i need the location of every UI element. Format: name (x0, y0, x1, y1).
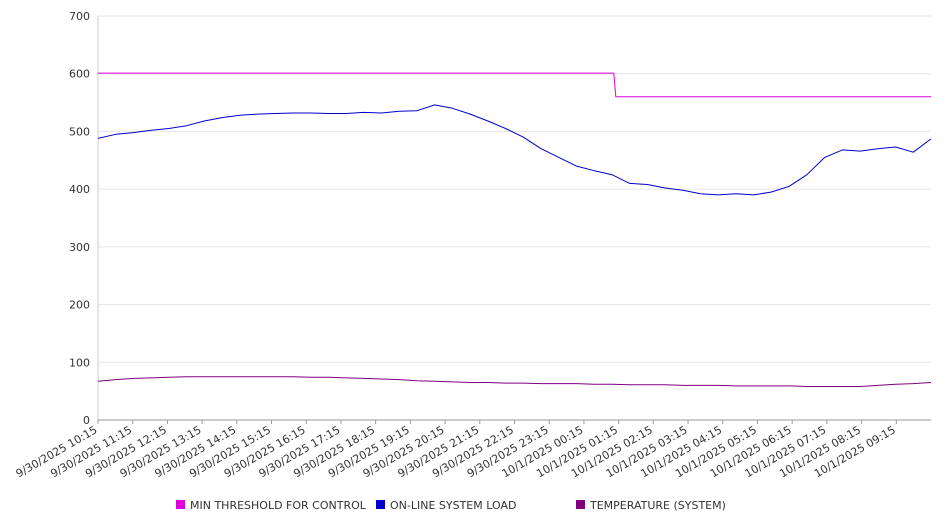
y-tick-label: 0 (83, 414, 90, 427)
y-axis: 0 100 200 300 400 500 600 700 (69, 10, 99, 427)
series-line-temperature-system (97, 376, 932, 387)
y-tick-label: 100 (69, 356, 90, 369)
legend-label-temperature-system: TEMPERATURE (SYSTEM) (589, 499, 726, 512)
y-tick-label: 400 (69, 183, 90, 196)
y-tick-label: 500 (69, 125, 90, 138)
legend: MIN THRESHOLD FOR CONTROL ON-LINE SYSTEM … (176, 499, 726, 512)
y-tick-label: 200 (69, 299, 90, 312)
series-line-min-threshold-for-control (98, 72, 931, 98)
legend-label-min-threshold-for-control: MIN THRESHOLD FOR CONTROL (190, 499, 367, 512)
legend-swatch-temperature-system (576, 500, 585, 509)
y-tick-label: 300 (69, 241, 90, 254)
grid-lines (98, 15, 931, 421)
legend-swatch-min-threshold-for-control (176, 500, 185, 509)
legend-swatch-on-line-system-load (376, 500, 385, 509)
series-layer (97, 72, 932, 387)
x-axis: 9/30/2025 10:159/30/2025 11:159/30/2025 … (14, 419, 931, 480)
legend-label-on-line-system-load: ON-LINE SYSTEM LOAD (390, 499, 516, 512)
y-tick-label: 600 (69, 68, 90, 81)
y-tick-label: 700 (69, 10, 90, 23)
series-line-on-line-system-load (97, 104, 932, 196)
